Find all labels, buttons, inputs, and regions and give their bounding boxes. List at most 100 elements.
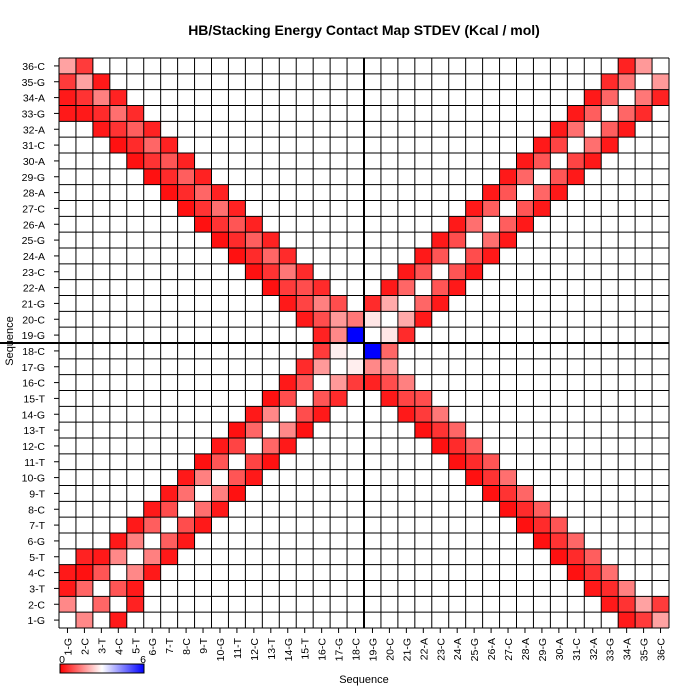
heatmap-cell <box>194 216 212 233</box>
y-tick-label: 5-T <box>29 552 45 564</box>
heatmap-cell <box>431 232 449 248</box>
y-tick-label: 24-A <box>23 251 45 263</box>
heatmap-cell <box>109 533 127 549</box>
y-tick-label: 17-G <box>22 362 45 374</box>
heatmap-cell <box>228 248 246 264</box>
heatmap-cell <box>245 469 263 486</box>
heatmap-cell <box>160 485 178 502</box>
heatmap-cell <box>245 263 263 280</box>
heatmap-cell <box>431 295 449 312</box>
heatmap-cell <box>380 374 398 391</box>
heatmap-cell <box>397 374 415 391</box>
y-tick-label: 1-G <box>27 615 45 627</box>
heatmap-cell <box>465 469 483 486</box>
heatmap-cell <box>126 105 144 122</box>
heatmap-cell <box>126 580 144 597</box>
heatmap-cell <box>397 279 415 296</box>
heatmap-cell <box>499 184 517 201</box>
heatmap-cell <box>482 184 500 201</box>
heatmap-cell <box>296 311 314 328</box>
heatmap-cell <box>380 327 398 343</box>
heatmap-cell <box>567 105 585 122</box>
heatmap-cell <box>364 343 381 359</box>
heatmap-cell <box>448 422 466 438</box>
heatmap-cell <box>211 453 229 470</box>
heatmap-cell <box>143 137 161 153</box>
heatmap-cell <box>109 89 127 106</box>
heatmap-cell <box>347 311 364 328</box>
y-axis-label: Sequence <box>4 316 16 366</box>
heatmap-cell <box>211 216 229 233</box>
heatmap-cell <box>380 295 398 312</box>
heatmap-cell <box>194 200 212 217</box>
heatmap-cell <box>533 517 551 533</box>
y-tick-label: 28-A <box>23 188 45 200</box>
heatmap-cell <box>262 263 280 280</box>
heatmap-cell <box>143 121 161 138</box>
heatmap-cell <box>448 232 466 248</box>
heatmap-cell <box>143 548 161 565</box>
heatmap-cell <box>550 121 568 138</box>
heatmap-cell <box>414 406 432 423</box>
heatmap-cell <box>601 596 619 613</box>
heatmap-cell <box>448 216 466 233</box>
heatmap-cell <box>414 390 432 407</box>
heatmap-cell <box>126 137 144 153</box>
y-tick-label: 23-C <box>22 267 45 279</box>
x-tick-label: 7-T <box>164 637 176 653</box>
heatmap-cell <box>143 564 161 581</box>
y-tick-label: 14-G <box>22 409 45 421</box>
y-tick-label: 30-A <box>23 156 45 168</box>
heatmap-cell <box>482 469 500 486</box>
heatmap-cell <box>160 501 178 518</box>
heatmap-cell <box>618 58 636 74</box>
heatmap-cell <box>160 153 178 169</box>
heatmap-cell <box>550 517 568 533</box>
heatmap-cell <box>567 168 585 185</box>
heatmap-cell <box>380 343 398 359</box>
heatmap-cell <box>59 58 76 74</box>
x-tick-label: 5-T <box>130 637 142 653</box>
heatmap-cell <box>59 105 76 122</box>
heatmap-cell <box>92 89 110 106</box>
y-tick-label: 7-T <box>29 520 45 532</box>
heatmap-cell <box>516 485 534 502</box>
heatmap-cell <box>635 105 653 122</box>
heatmap-cell <box>635 612 653 628</box>
heatmap-cell <box>533 184 551 201</box>
heatmap-cell <box>313 327 331 343</box>
heatmap-cell <box>533 153 551 169</box>
heatmap-cell <box>567 153 585 169</box>
x-tick-label: 9-T <box>198 637 210 653</box>
heatmap-cell <box>618 612 636 628</box>
y-tick-label: 34-A <box>23 93 45 105</box>
heatmap-cell <box>194 184 212 201</box>
heatmap-cell <box>262 232 280 248</box>
x-tick-label: 28-A <box>520 638 532 660</box>
heatmap-cell <box>533 501 551 518</box>
x-tick-label: 27-C <box>503 638 515 661</box>
y-tick-label: 3-T <box>29 583 45 595</box>
heatmap-cell <box>635 596 653 613</box>
heatmap-cell <box>397 327 415 343</box>
heatmap-cell <box>279 438 297 454</box>
heatmap-cell <box>296 422 314 438</box>
y-tick-label: 25-G <box>22 235 45 247</box>
heatmap-cell <box>584 564 602 581</box>
y-tick-label: 33-G <box>22 108 45 120</box>
y-tick-label: 16-C <box>22 378 45 390</box>
x-tick-label: 36-C <box>656 638 668 661</box>
heatmap-cell <box>126 517 144 533</box>
heatmap-cell <box>177 184 195 201</box>
heatmap-cell <box>533 200 551 217</box>
heatmap-cell <box>347 327 364 343</box>
heatmap-cell <box>245 232 263 248</box>
heatmap-cell <box>652 612 669 628</box>
x-tick-label: 18-C <box>351 638 363 661</box>
heatmap-cell <box>228 232 246 248</box>
heatmap-cell <box>482 200 500 217</box>
heatmap-cell <box>160 548 178 565</box>
heatmap-cell <box>313 279 331 296</box>
heatmap-cell <box>59 580 76 597</box>
